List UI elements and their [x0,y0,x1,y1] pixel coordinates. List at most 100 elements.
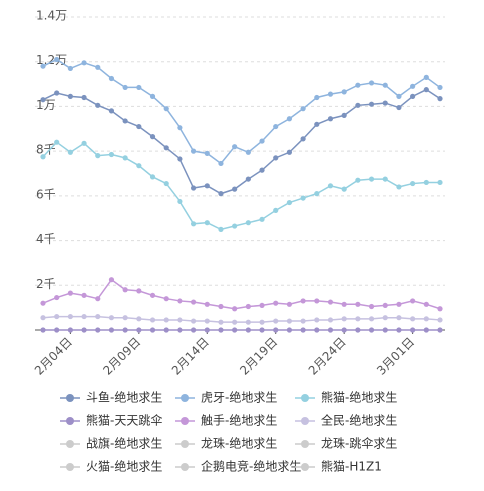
data-point [355,316,361,322]
data-point [423,301,429,307]
data-point [437,96,443,102]
data-point [190,221,197,227]
data-point [368,101,375,107]
legend-marker [301,394,309,402]
data-point [67,313,73,320]
data-point [382,176,388,182]
data-point [190,148,197,154]
legend-label: 触手-绝地求生 [201,413,277,428]
legend-item[interactable]: 龙珠-跳伞求生 [295,436,397,451]
data-point [67,290,73,296]
data-point [136,123,142,130]
data-point [300,136,306,142]
data-point [95,153,101,159]
data-point [122,118,128,124]
data-point [149,93,156,99]
legend-marker [301,463,309,471]
data-point [437,317,443,323]
data-point [423,316,429,322]
data-point [81,313,87,320]
x-tick-label: 2月09日 [100,335,143,378]
legend-item[interactable]: 火猫-绝地求生 [60,459,162,474]
data-point [245,220,251,226]
data-point [108,108,115,114]
data-point [410,327,416,333]
data-point [204,150,210,156]
data-point [341,186,347,192]
data-point [410,93,416,99]
legend-item[interactable]: 熊猫-H1Z1 [295,459,382,474]
data-point [410,83,416,89]
series-line [42,315,441,323]
data-point [259,327,265,333]
data-point [327,183,334,189]
legend-marker [181,463,189,471]
data-point [40,154,46,160]
data-point [81,140,87,146]
data-point [273,318,279,324]
data-point [40,300,46,306]
data-point [136,84,142,91]
legend-item[interactable]: 虎牙-绝地求生 [175,390,277,405]
data-point [40,327,46,333]
data-point [108,327,115,333]
legend-label: 虎牙-绝地求生 [201,390,277,405]
data-point [218,226,224,232]
data-point [204,220,210,226]
legend-item[interactable]: 斗鱼-绝地求生 [60,390,162,405]
data-point [204,327,210,333]
data-point [54,294,60,301]
data-point [232,319,238,325]
data-point [108,315,115,321]
data-point [410,180,416,187]
legend-item[interactable]: 触手-绝地求生 [175,413,277,428]
x-tick-label: 3月01日 [374,335,417,378]
legend-label: 战旗-绝地求生 [86,436,162,451]
y-tick-label: 2千 [36,277,56,291]
legend-item[interactable]: 战旗-绝地求生 [60,436,162,451]
data-point [218,327,224,333]
data-point [382,100,388,106]
data-point [437,327,443,333]
legend-item[interactable]: 熊猫-绝地求生 [295,390,397,405]
data-point [136,316,142,322]
data-point [300,318,306,324]
data-point [177,298,183,304]
legend-marker [181,417,189,425]
data-point [341,301,347,307]
data-point [259,302,265,309]
series-line [42,88,441,195]
y-tick-label: 1.4万 [36,9,67,23]
data-point [232,327,238,333]
data-point [368,327,375,333]
data-point [54,139,60,145]
data-point [177,327,183,333]
data-point [396,104,402,111]
data-point [437,84,443,91]
legend-item[interactable]: 全民-绝地求生 [295,413,397,428]
data-point [286,318,293,324]
data-point [149,174,156,180]
data-point [396,93,402,99]
data-point [163,296,169,302]
legend-item[interactable]: 熊猫-天天跳伞 [60,413,162,428]
data-point [314,191,320,197]
data-point [190,327,197,333]
legend-label: 熊猫-H1Z1 [321,459,382,474]
data-point [177,125,183,131]
series-line [42,58,441,165]
data-point [204,183,210,189]
data-point [245,149,251,155]
data-point [163,327,169,333]
legend-item[interactable]: 企鹅电竞-绝地求生 [175,459,301,474]
data-point [368,316,375,322]
data-point [410,316,416,322]
data-point [259,319,265,325]
data-point [423,87,429,93]
data-point [163,317,169,323]
data-point [286,327,293,333]
data-point [314,327,320,333]
legend-item[interactable]: 龙珠-绝地求生 [175,436,277,451]
data-point [149,317,156,323]
series-line [42,278,441,310]
